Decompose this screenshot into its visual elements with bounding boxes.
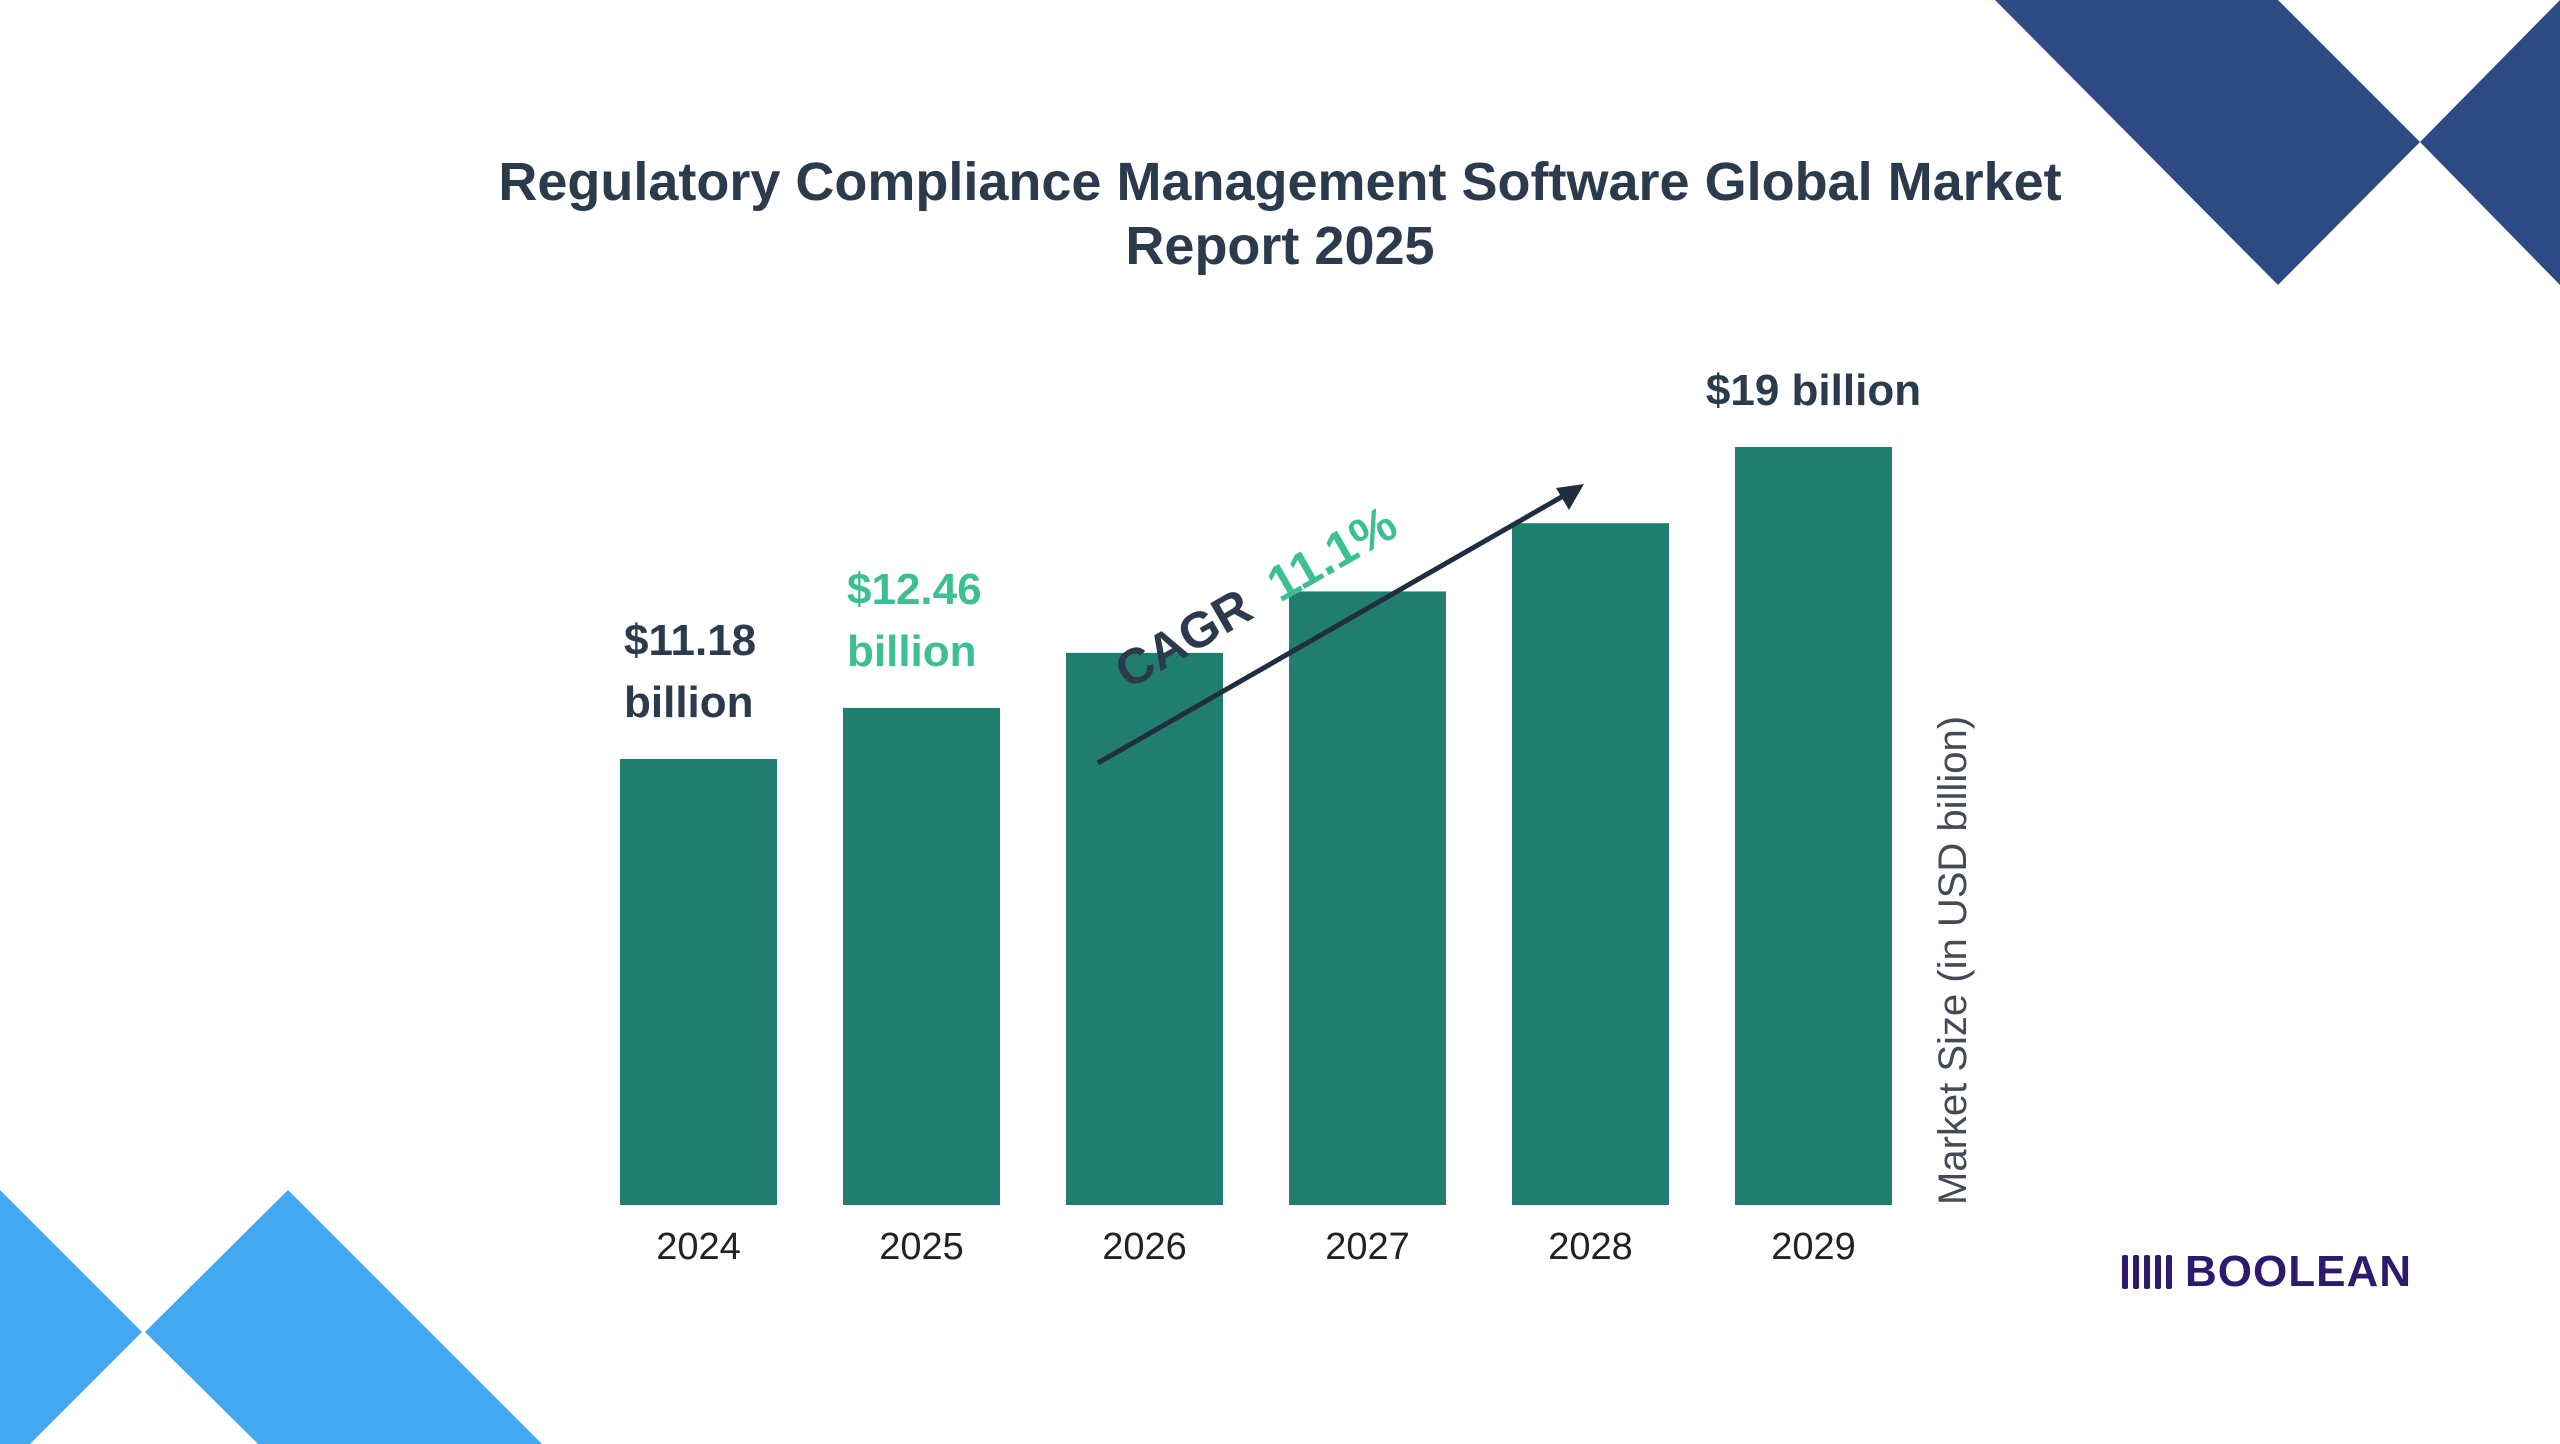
decor-navy-triangle (2420, 0, 2560, 285)
data-labels: $11.18 billion $12.46 billion $19 billion (624, 366, 1921, 727)
x-tick-2029: 2029 (1771, 1226, 1856, 1268)
x-tick-2027: 2027 (1325, 1226, 1410, 1268)
page-title: Regulatory Compliance Management Softwar… (380, 150, 2180, 278)
decor-navy-chevron (1995, 0, 2420, 285)
data-label-2025: $12.46 billion (847, 565, 982, 676)
bar-2026 (1066, 652, 1223, 1205)
bars-logo-icon (2122, 1255, 2177, 1289)
cagr-arrow-head-icon (1556, 484, 1584, 510)
decor-blue-triangle-left (0, 1190, 142, 1444)
decor-blue-triangle-right (145, 1190, 542, 1444)
data-label-line: $11.18 (624, 616, 756, 665)
bar-2027 (1289, 591, 1446, 1205)
data-label-line: billion (624, 678, 754, 727)
x-tick-2026: 2026 (1102, 1226, 1187, 1268)
data-label-line: $12.46 (847, 565, 982, 614)
title-line-1: Regulatory Compliance Management Softwar… (498, 152, 2062, 212)
brand-logo: BOOLEAN (2122, 1244, 2412, 1300)
data-label-2029: $19 billion (1706, 366, 1921, 415)
x-tick-2025: 2025 (879, 1226, 964, 1268)
x-tick-2024: 2024 (656, 1226, 741, 1268)
bar-2025 (843, 707, 1000, 1205)
data-label-line: billion (847, 627, 977, 676)
data-label-line: $19 billion (1706, 366, 1921, 415)
bar-2028 (1512, 523, 1669, 1205)
title-line-2: Report 2025 (1125, 216, 1435, 276)
x-axis-ticks: 2024 2025 2026 2027 2028 2029 (656, 1226, 1856, 1268)
cagr-arrow-line (1096, 492, 1567, 766)
bar-2024 (620, 758, 777, 1205)
x-tick-2028: 2028 (1548, 1226, 1633, 1268)
data-label-2024: $11.18 billion (624, 616, 756, 727)
brand-name: BOOLEAN (2185, 1247, 2412, 1296)
bar-2029 (1735, 447, 1892, 1205)
y-axis-label: Market Size (in USD billion) (1931, 716, 1975, 1205)
bars-group (620, 447, 1892, 1205)
